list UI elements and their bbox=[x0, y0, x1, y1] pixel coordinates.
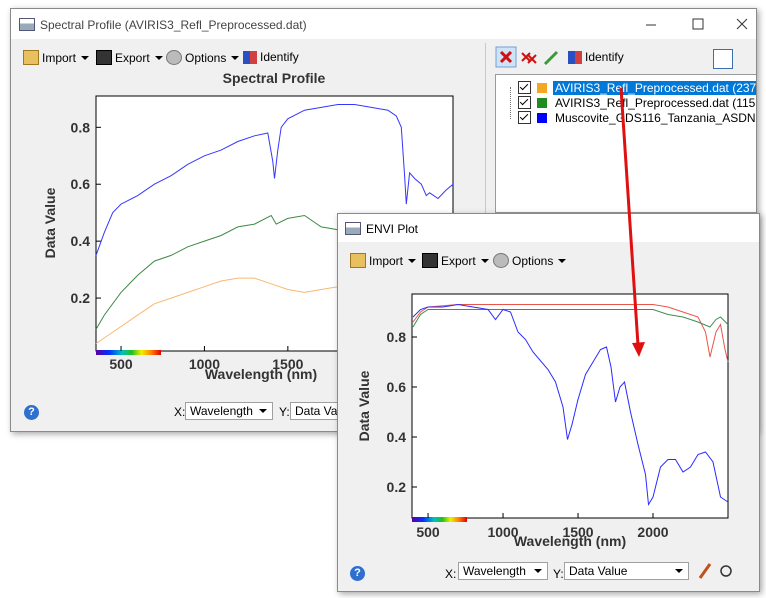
window-title: Spectral Profile (AVIRIS3_Refl_Preproces… bbox=[40, 18, 307, 32]
title-bar: Spectral Profile (AVIRIS3_Refl_Preproces… bbox=[11, 9, 756, 39]
legend-swatch bbox=[537, 82, 547, 93]
help-button[interactable]: ? bbox=[350, 566, 365, 581]
y-tick-label: 0.2 bbox=[387, 479, 407, 495]
list-item[interactable]: AVIRIS3_Refl_Preprocessed.dat (237,1 bbox=[518, 80, 756, 95]
help-button[interactable]: ? bbox=[24, 405, 39, 420]
series-line bbox=[412, 303, 729, 507]
window-controls[interactable] bbox=[626, 9, 756, 39]
tool-icon[interactable] bbox=[698, 563, 712, 579]
x-tick-label: 500 bbox=[109, 356, 133, 372]
plot-area bbox=[411, 293, 729, 519]
list-identify-button[interactable]: Identify bbox=[568, 50, 624, 64]
options-button[interactable]: Options bbox=[493, 253, 567, 268]
edit-icon[interactable] bbox=[543, 50, 559, 66]
y-tick-label: 0.8 bbox=[71, 119, 91, 135]
x-select-label: X: bbox=[174, 405, 186, 419]
y-axis-label: Data Value bbox=[42, 187, 58, 258]
x-select-label: X: bbox=[445, 567, 457, 581]
button-label: Identify bbox=[585, 50, 624, 64]
import-button[interactable]: Import bbox=[350, 253, 417, 268]
x-tick-label: 1500 bbox=[272, 356, 303, 372]
export-button[interactable]: Export bbox=[422, 253, 489, 268]
y-tick-label: 0.2 bbox=[71, 290, 91, 306]
envi-plot: Wavelength (nm) Data Value 0.2 0.4 0.6 0.8 5… bbox=[356, 293, 729, 549]
legend-label: AVIRIS3_Refl_Preprocessed.dat (237,1 bbox=[553, 80, 756, 95]
x-axis-label: Wavelength (nm) bbox=[205, 366, 317, 382]
close[interactable] bbox=[736, 18, 748, 30]
x-tick-label: 1000 bbox=[189, 356, 220, 372]
series-line bbox=[412, 309, 729, 328]
app-icon bbox=[19, 18, 35, 31]
y-select-label: Y: bbox=[553, 567, 564, 581]
x-select[interactable]: Wavelength bbox=[458, 562, 548, 580]
button-label: Export bbox=[441, 253, 476, 268]
y-select[interactable]: Data Value bbox=[564, 562, 689, 580]
x-tick-label: 1500 bbox=[562, 524, 593, 540]
title-bar: ENVI Plot bbox=[338, 214, 759, 242]
list-item[interactable]: AVIRIS3_Refl_Preprocessed.dat (1159, bbox=[518, 95, 757, 110]
series-line bbox=[412, 304, 729, 363]
legend-swatch bbox=[537, 112, 547, 123]
y-select-label: Y: bbox=[279, 405, 290, 419]
properties-button[interactable] bbox=[713, 49, 733, 69]
legend-label: Muscovite_GDS116_Tanzania_ASDNG bbox=[555, 110, 757, 125]
chart-title: Spectral Profile bbox=[223, 70, 326, 86]
legend-label: AVIRIS3_Refl_Preprocessed.dat (1159, bbox=[555, 95, 757, 110]
extra-tools[interactable] bbox=[696, 561, 736, 581]
checkbox[interactable] bbox=[518, 81, 531, 94]
series-line bbox=[95, 277, 338, 345]
button-label: Import bbox=[42, 50, 77, 65]
export-button[interactable]: Export bbox=[96, 50, 163, 65]
maximize[interactable] bbox=[692, 18, 704, 30]
remove-icon bbox=[499, 50, 513, 64]
spectral-plot: Spectral Profile Wavelength (nm) Data Va… bbox=[42, 70, 454, 382]
envi-plot-window: Wavelength (nm) Data Value 0.2 0.4 0.6 0.8 5… bbox=[337, 213, 760, 592]
x-tick-label: 1000 bbox=[487, 524, 518, 540]
color-bar bbox=[96, 350, 161, 355]
x-tick-label: 500 bbox=[416, 524, 440, 540]
color-bar bbox=[412, 517, 467, 522]
x-select[interactable]: Wavelength bbox=[185, 402, 273, 420]
series-line bbox=[95, 104, 454, 256]
remove-all-icon[interactable] bbox=[521, 52, 537, 64]
x-axis-label: Wavelength (nm) bbox=[514, 533, 626, 549]
list-item[interactable]: Muscovite_GDS116_Tanzania_ASDNG bbox=[518, 110, 757, 125]
x-tick-label: 2000 bbox=[637, 524, 668, 540]
identify-button[interactable]: Identify bbox=[243, 50, 299, 64]
button-label: Options bbox=[512, 253, 554, 268]
button-label: Options bbox=[185, 50, 227, 65]
select-value: Wavelength bbox=[463, 564, 526, 578]
refresh-icon[interactable] bbox=[720, 565, 732, 577]
select-value: Data Value bbox=[569, 564, 628, 578]
window-title: ENVI Plot bbox=[366, 222, 419, 236]
select-value: Wavelength bbox=[190, 404, 253, 418]
options-button[interactable]: Options bbox=[166, 50, 240, 65]
app-icon bbox=[345, 222, 361, 235]
legend-swatch bbox=[537, 97, 547, 108]
import-button[interactable]: Import bbox=[23, 50, 90, 65]
y-tick-label: 0.4 bbox=[71, 233, 91, 249]
spectra-list: AVIRIS3_Refl_Preprocessed.dat (237,1 AVIR… bbox=[495, 74, 757, 213]
y-tick-label: 0.6 bbox=[71, 176, 91, 192]
button-label: Export bbox=[115, 50, 150, 65]
list-toolbar-icons[interactable] bbox=[495, 46, 585, 70]
y-tick-label: 0.6 bbox=[387, 379, 407, 395]
y-tick-label: 0.4 bbox=[387, 429, 407, 445]
y-tick-label: 0.8 bbox=[387, 329, 407, 345]
button-label: Identify bbox=[260, 50, 299, 64]
y-axis-label: Data Value bbox=[356, 370, 372, 441]
button-label: Import bbox=[369, 253, 404, 268]
checkbox[interactable] bbox=[518, 96, 531, 109]
checkbox[interactable] bbox=[518, 111, 531, 124]
tree-line bbox=[510, 87, 512, 119]
